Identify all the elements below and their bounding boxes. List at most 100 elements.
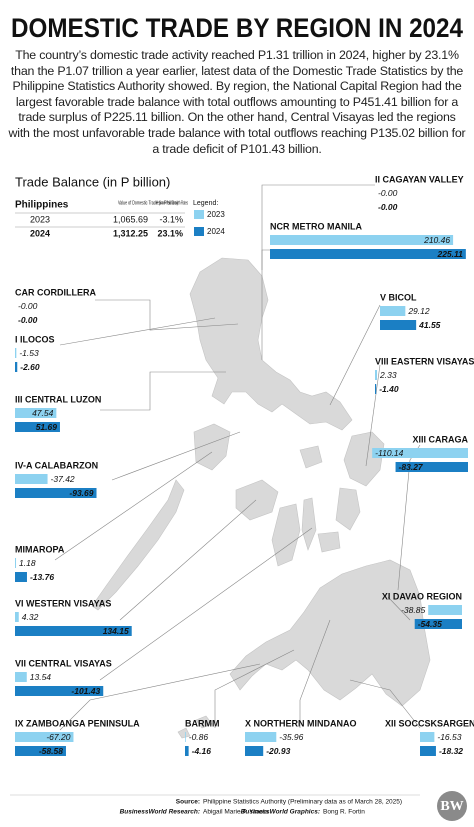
value-label: 51.69 <box>36 422 58 432</box>
leader-line <box>261 249 270 360</box>
bar <box>375 370 378 380</box>
table-cell: -3.1% <box>159 214 183 224</box>
luzon <box>189 257 353 431</box>
leader-line <box>119 499 257 621</box>
region-name: VII CENTRAL VISAYAS <box>15 658 112 668</box>
value-label: 2.33 <box>379 370 397 380</box>
bar <box>15 572 27 582</box>
value-label: -0.00 <box>378 188 398 198</box>
value-label: -38.85 <box>401 605 425 615</box>
leader-line <box>214 649 295 728</box>
leader-line <box>349 679 421 729</box>
value-label: 1.18 <box>19 558 36 568</box>
bar <box>15 612 19 622</box>
bar <box>15 422 60 432</box>
value-label: 29.12 <box>407 306 430 316</box>
bar <box>420 732 435 742</box>
bar <box>428 605 462 615</box>
legend-label: 2023 <box>207 210 225 219</box>
leader-lines <box>54 184 421 731</box>
region-name: VI WESTERN VISAYAS <box>15 598 111 608</box>
value-label: -18.32 <box>439 746 463 756</box>
table-cell: 1,312.25 <box>113 228 148 238</box>
value-label: 225.11 <box>436 249 463 259</box>
bar <box>15 626 132 636</box>
value-label: -37.42 <box>51 474 75 484</box>
value-label: -13.76 <box>30 572 54 582</box>
leader-line <box>54 451 213 561</box>
leader-line <box>99 527 313 681</box>
table-header: Year-on-Year Growth Rates <box>156 200 188 206</box>
legend-swatch <box>194 227 204 236</box>
table-cell: 1,065.69 <box>113 214 148 224</box>
footer-label: Source: <box>176 799 200 806</box>
leader-line <box>329 304 381 406</box>
bar <box>15 686 104 696</box>
value-label: -0.00 <box>18 315 38 325</box>
bar <box>380 306 406 316</box>
value-label: -58.58 <box>39 746 63 756</box>
value-label: -93.69 <box>69 488 93 498</box>
region-name: XII SOCCSKSARGEN <box>385 718 474 728</box>
region-name: XI DAVAO REGION <box>382 591 462 601</box>
value-label: -0.86 <box>189 732 209 742</box>
table-header: Philippines <box>15 200 69 211</box>
bar <box>270 249 466 259</box>
bar <box>15 362 18 372</box>
value-label: -35.96 <box>279 732 303 742</box>
region-name: II CAGAYAN VALLEY <box>375 174 464 184</box>
bar <box>15 348 17 358</box>
footer-text: Philippine Statistics Authority (Prelimi… <box>203 799 402 806</box>
region-name: XIII CARAGA <box>412 434 468 444</box>
footer-label: BusinessWorld Research: <box>120 809 200 816</box>
region-name: I ILOCOS <box>15 334 55 344</box>
value-label: -67.20 <box>46 732 70 742</box>
leader-line <box>299 619 331 728</box>
value-label: -0.00 <box>378 202 398 212</box>
leader-line <box>59 663 261 731</box>
leader-line <box>59 317 216 346</box>
legend-label: 2024 <box>207 227 225 236</box>
leader-line <box>111 431 241 481</box>
value-label: -16.53 <box>437 732 461 742</box>
value-label: -2.60 <box>20 362 40 372</box>
value-label: 134.15 <box>103 626 129 636</box>
region-name: IX ZAMBOANGA PENINSULA <box>15 718 140 728</box>
bar <box>420 746 436 756</box>
value-label: -20.93 <box>266 746 290 756</box>
intro-text: The country’s domestic trade activity re… <box>8 48 466 156</box>
bar <box>372 448 468 458</box>
panay <box>235 479 279 521</box>
region-name: IV-A CALABARZON <box>15 460 98 470</box>
value-label: -83.27 <box>399 462 424 472</box>
bar <box>185 746 189 756</box>
logo-circle <box>437 791 467 821</box>
bar <box>185 732 186 742</box>
bar <box>414 619 462 629</box>
leader-line <box>95 299 239 331</box>
leader-line <box>365 364 381 467</box>
value-label: -1.53 <box>19 348 39 358</box>
region-name: NCR METRO MANILA <box>270 221 362 231</box>
value-label: -0.00 <box>18 301 38 311</box>
table-cell: 2024 <box>30 228 50 238</box>
value-label: -110.14 <box>375 448 403 458</box>
leader-line <box>387 596 411 621</box>
value-label: 210.46 <box>423 235 450 245</box>
value-label: -4.16 <box>192 746 212 756</box>
table-header: Value of Domestic Trade (in P billion) <box>118 200 178 206</box>
bar <box>375 384 377 394</box>
title: DOMESTIC TRADE BY REGION IN 2024 <box>11 13 463 43</box>
region-name: III CENTRAL LUZON <box>15 394 101 404</box>
bar <box>15 474 48 484</box>
chart-title: Trade Balance (in P billion) <box>15 174 170 189</box>
table-cell: 23.1% <box>157 228 183 238</box>
bar <box>15 488 97 498</box>
bar <box>270 235 454 245</box>
footer-text: Abigail Marie P. Yraola <box>203 809 269 816</box>
region-name: BARMM <box>185 718 220 728</box>
region-name: CAR CORDILLERA <box>15 287 96 297</box>
region-name: V BICOL <box>380 292 417 302</box>
footer-text: Bong R. Fortin <box>323 809 365 816</box>
